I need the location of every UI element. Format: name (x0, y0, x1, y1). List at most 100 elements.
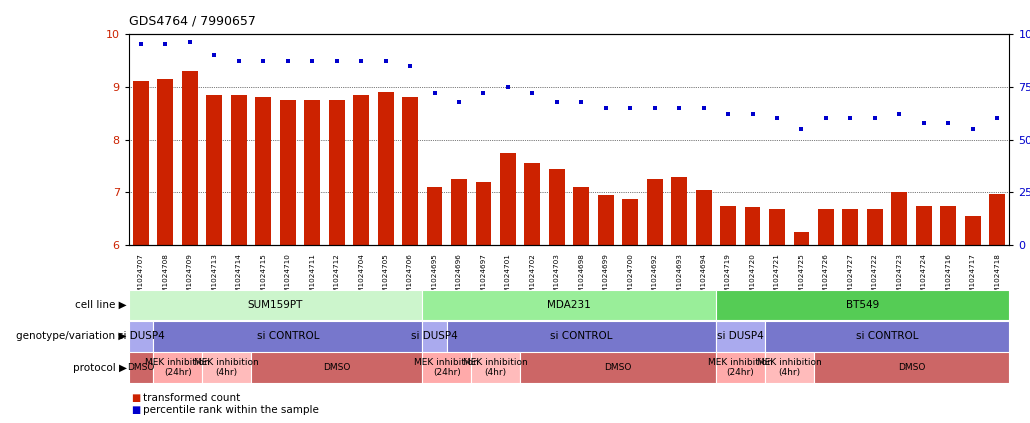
Point (573, 98, 589, 105)
Bar (280, 100, 296, 245)
Text: MEK inhibition
(4hr): MEK inhibition (4hr) (464, 358, 528, 377)
Point (843, 115, 859, 122)
Point (647, 104, 663, 111)
Bar (524, 163, 541, 245)
Text: MEK inhibition
(24hr): MEK inhibition (24hr) (708, 358, 772, 377)
Bar (716, 352, 764, 383)
Bar (814, 352, 1009, 383)
Bar (329, 100, 345, 245)
Bar (989, 194, 1005, 245)
Bar (793, 232, 810, 245)
Bar (451, 179, 467, 245)
Point (866, 115, 883, 122)
Point (671, 104, 687, 111)
Bar (520, 352, 716, 383)
Point (964, 126, 981, 132)
Text: MEK inhibition
(4hr): MEK inhibition (4hr) (195, 358, 259, 377)
Bar (622, 199, 639, 245)
Point (622, 104, 639, 111)
Text: cell line ▶: cell line ▶ (75, 300, 127, 310)
Point (940, 119, 957, 126)
Bar (574, 187, 589, 245)
Point (475, 90, 491, 96)
Text: si CONTROL: si CONTROL (856, 331, 919, 341)
Bar (133, 82, 149, 245)
Bar (891, 192, 907, 245)
Bar (549, 169, 564, 245)
Bar (965, 216, 981, 245)
Text: percentile rank within the sample: percentile rank within the sample (143, 405, 319, 415)
Bar (426, 187, 443, 245)
Bar (304, 100, 320, 245)
Text: MEK inhibition
(24hr): MEK inhibition (24hr) (414, 358, 479, 377)
Point (353, 58, 370, 65)
Bar (447, 321, 716, 352)
Point (597, 104, 614, 111)
Point (206, 52, 222, 58)
Bar (402, 97, 418, 245)
Text: ■: ■ (131, 393, 140, 403)
Point (329, 58, 345, 65)
Bar (422, 352, 471, 383)
Bar (720, 206, 736, 245)
Point (158, 41, 174, 48)
Bar (764, 352, 814, 383)
Bar (769, 209, 785, 245)
Bar (916, 206, 932, 245)
Point (720, 111, 736, 118)
Text: DMSO: DMSO (898, 363, 925, 372)
Point (426, 90, 443, 96)
Bar (251, 352, 422, 383)
Bar (940, 206, 956, 245)
Point (304, 58, 320, 65)
Bar (231, 95, 247, 245)
Text: DMSO: DMSO (323, 363, 350, 372)
Bar (129, 321, 153, 352)
Point (500, 83, 516, 90)
Point (989, 115, 1005, 122)
Text: si DUSP4: si DUSP4 (717, 331, 763, 341)
Point (451, 98, 468, 105)
Bar (182, 71, 198, 245)
Text: SUM159PT: SUM159PT (248, 300, 303, 310)
Text: si CONTROL: si CONTROL (550, 331, 613, 341)
Bar (476, 182, 491, 245)
Bar (129, 290, 422, 320)
Point (768, 115, 785, 122)
Bar (647, 179, 662, 245)
Point (549, 98, 565, 105)
Bar (764, 321, 1009, 352)
Text: si DUSP4: si DUSP4 (411, 331, 458, 341)
Text: MEK inhibition
(24hr): MEK inhibition (24hr) (145, 358, 210, 377)
Bar (500, 153, 516, 245)
Point (695, 104, 712, 111)
Point (377, 58, 393, 65)
Text: BT549: BT549 (846, 300, 880, 310)
Bar (153, 321, 422, 352)
Bar (695, 190, 712, 245)
Bar (422, 321, 447, 352)
Bar (353, 95, 369, 245)
Text: DMSO: DMSO (128, 363, 154, 372)
Text: ■: ■ (131, 405, 140, 415)
Bar (378, 92, 393, 245)
Bar (153, 352, 202, 383)
Bar (818, 209, 834, 245)
Bar (129, 352, 153, 383)
Bar (716, 290, 1009, 320)
Point (255, 58, 272, 65)
Point (181, 39, 198, 46)
Bar (471, 352, 520, 383)
Text: GDS4764 / 7990657: GDS4764 / 7990657 (129, 15, 255, 28)
Bar (672, 177, 687, 245)
Point (891, 111, 907, 118)
Text: si CONTROL: si CONTROL (256, 331, 319, 341)
Bar (745, 207, 760, 245)
Text: DMSO: DMSO (605, 363, 631, 372)
Point (793, 126, 810, 132)
Point (231, 58, 247, 65)
Point (279, 58, 296, 65)
Bar (867, 209, 883, 245)
Point (818, 115, 834, 122)
Bar (422, 290, 716, 320)
